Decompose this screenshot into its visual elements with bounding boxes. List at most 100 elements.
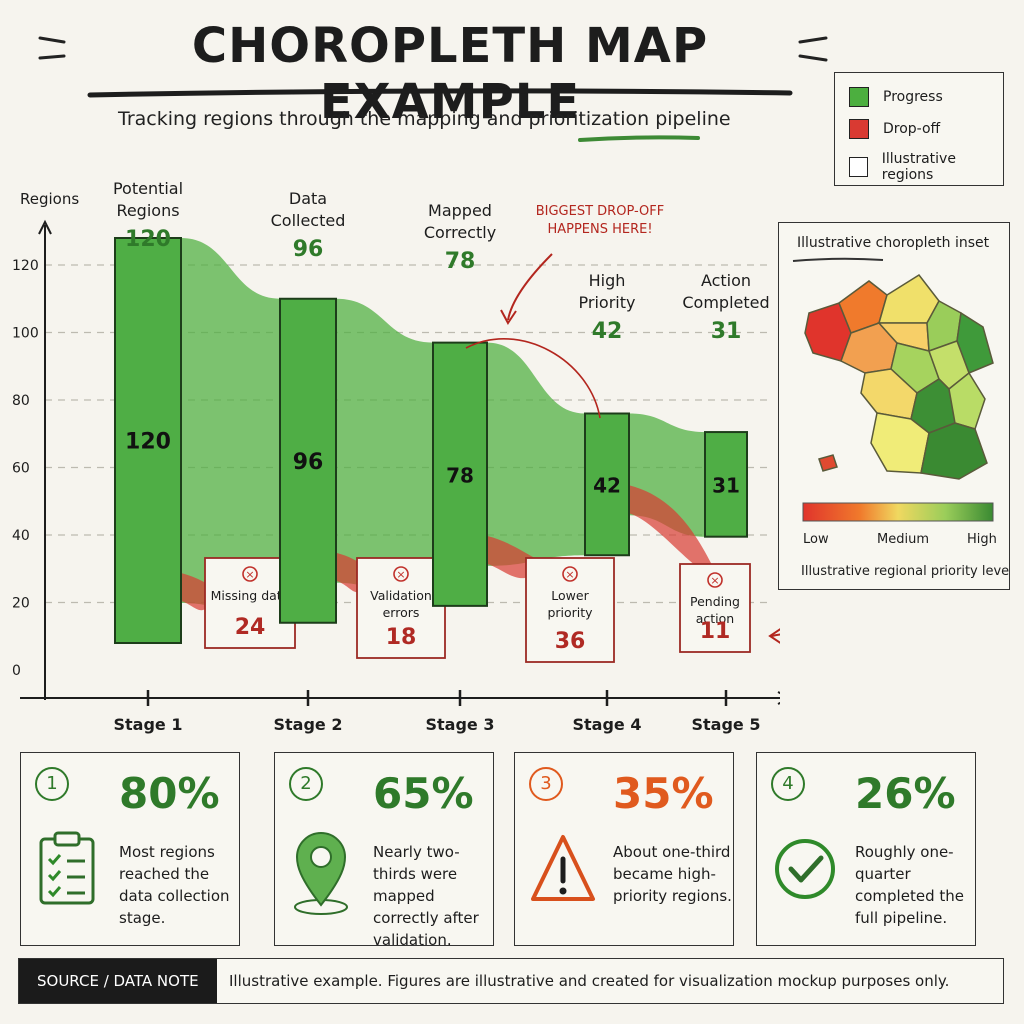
- map-region: [948, 371, 986, 430]
- annotation-arrow: [507, 253, 553, 321]
- insight-text: Nearly two-thirds were mapped correctly …: [373, 843, 479, 949]
- insight-number: 4: [771, 767, 805, 801]
- bar: [279, 297, 337, 624]
- y-tick-label: 40: [12, 528, 30, 544]
- y-tick-label: 120: [12, 258, 39, 274]
- stage-name: Regions: [116, 201, 179, 220]
- dropoff-value: 18: [386, 625, 417, 650]
- dropoff-box: [356, 557, 446, 659]
- insight-number: 1: [35, 767, 69, 801]
- stage-name: Collected: [271, 211, 346, 230]
- bar: [584, 412, 630, 557]
- stage-value: 120: [125, 227, 171, 252]
- error-icon: [393, 566, 409, 582]
- error-icon-mark: ×: [565, 568, 574, 581]
- stage-value: 78: [445, 249, 476, 274]
- dropoff-box: [679, 563, 751, 653]
- stage-name: Mapped: [428, 201, 492, 220]
- legend-item-dropoff: Drop-off: [849, 119, 940, 139]
- map-region: [920, 422, 988, 480]
- insight-card-4: 4 26% Roughly one-quarter completed the …: [756, 752, 976, 946]
- dropoff-flow: [487, 535, 566, 579]
- annotation-curve: [465, 338, 601, 419]
- annotation-text: BIGGEST DROP-OFF: [536, 204, 665, 219]
- insight-percentage: 80%: [119, 769, 220, 818]
- stage-name: Action: [701, 271, 751, 290]
- dropoff-value: 24: [235, 615, 266, 640]
- x-tick-label: Stage 1: [114, 715, 183, 734]
- y-tick-label: 60: [12, 461, 30, 477]
- x-tick-label: Stage 3: [426, 715, 495, 734]
- stage-value: 31: [711, 319, 742, 344]
- insight-text: Roughly one-quarter completed the full p…: [855, 843, 964, 927]
- stage-name: Data: [289, 189, 327, 208]
- x-tick-label: Stage 5: [692, 715, 761, 734]
- dropoff-value: 36: [555, 629, 586, 654]
- dropoff-box: [525, 557, 615, 663]
- bar-value-label: 96: [293, 450, 324, 475]
- insight-card-1: 1 80% Most regions reached the data coll…: [20, 752, 240, 946]
- subtitle-underline: [578, 135, 700, 142]
- legend-swatch: [849, 157, 868, 177]
- bar-value-label: 42: [593, 473, 621, 497]
- map-region: [878, 274, 940, 324]
- inset-caption: Illustrative regional priority level: [801, 564, 1009, 579]
- map-pin-icon: [294, 832, 348, 915]
- y-axis-arrow: [38, 219, 52, 235]
- dropoff-label: Lower: [551, 588, 589, 603]
- annotation-text: HAPPENS HERE!: [547, 222, 652, 237]
- choropleth-map: [804, 274, 994, 480]
- bar-value-label: 31: [712, 473, 740, 497]
- error-icon: [707, 572, 723, 588]
- error-icon-mark: ×: [710, 574, 719, 587]
- error-icon: [562, 566, 578, 582]
- error-icon-mark: ×: [396, 568, 405, 581]
- flow-band: [336, 298, 433, 606]
- page-title: CHOROPLETH MAP EXAMPLE: [191, 18, 709, 130]
- flow-band: [181, 238, 280, 623]
- source-label: SOURCE / DATA NOTE: [19, 959, 217, 1003]
- dropoff-label: Pending: [690, 594, 740, 609]
- dropoff-label: action: [696, 611, 734, 626]
- error-icon: [242, 566, 258, 582]
- insight-percentage: 35%: [613, 769, 714, 818]
- legend-label: Progress: [883, 89, 943, 105]
- dropoff-label: Missing data: [211, 588, 290, 603]
- error-icon-mark: ×: [245, 568, 254, 581]
- dropoff-value: 11: [700, 619, 731, 644]
- x-tick-label: Stage 2: [274, 715, 343, 734]
- dropoff-flow: [629, 485, 712, 564]
- stage-value: 42: [592, 319, 623, 344]
- legend-label: Illustrative regions: [881, 151, 956, 183]
- inset-graphics: Low Medium High Illustrative regional pr…: [792, 257, 1009, 579]
- stage-name: Correctly: [424, 223, 496, 242]
- inset-title: Illustrative choropleth inset: [797, 235, 990, 251]
- annotation-arrowhead: [500, 309, 517, 325]
- source-note: SOURCE / DATA NOTE Illustrative example.…: [18, 958, 1004, 1004]
- insight-percentage: 26%: [855, 769, 956, 818]
- legend-item-regions: Illustrative regions: [849, 151, 1003, 183]
- y-tick-label: 20: [12, 596, 30, 612]
- dropoff-label: errors: [383, 605, 420, 620]
- y-tick-label: 100: [12, 326, 39, 342]
- scale-label-low: Low: [803, 532, 829, 547]
- scale-label-medium: Medium: [877, 532, 929, 547]
- bar: [704, 431, 748, 538]
- map-region: [818, 454, 838, 472]
- insight-percentage: 65%: [373, 769, 474, 818]
- dropoff-label: priority: [547, 605, 593, 620]
- bar-value-label: 120: [125, 430, 171, 455]
- insight-number: 3: [529, 767, 563, 801]
- stage-name: High: [589, 271, 626, 290]
- stage-name: Potential: [113, 179, 183, 198]
- bar-value-label: 78: [446, 463, 474, 487]
- insight-card-2: 2 65% Nearly two-thirds were mapped corr…: [274, 752, 494, 949]
- title-decoration: [38, 36, 828, 98]
- stage-name: Completed: [682, 293, 769, 312]
- x-tick-label: Stage 4: [573, 715, 642, 734]
- page-subtitle: Tracking regions through the mapping and…: [118, 108, 731, 130]
- color-scale-bar: [802, 502, 994, 522]
- insight-text: Most regions reached the data collection…: [119, 843, 230, 927]
- stage-value: 96: [293, 237, 324, 262]
- y-tick-label: 0: [12, 663, 21, 679]
